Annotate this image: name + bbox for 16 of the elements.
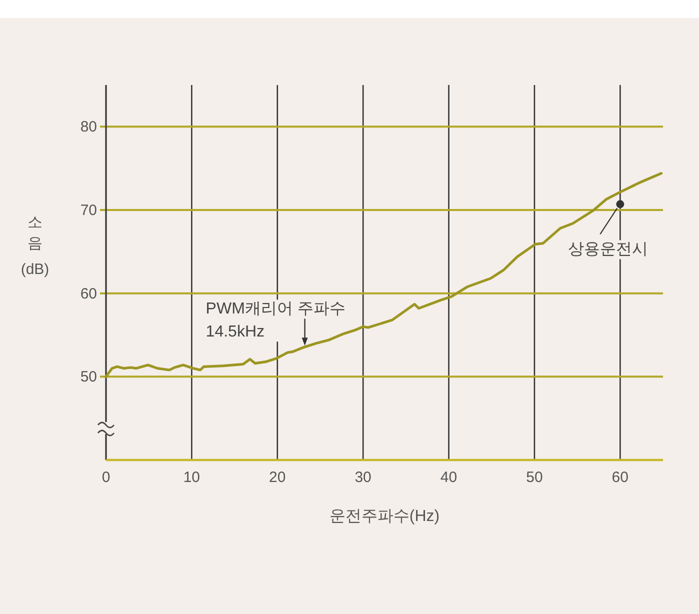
y-tick-label: 70	[80, 202, 97, 219]
y-tick-label: 80	[80, 118, 97, 136]
x-tick-label: 40	[440, 469, 458, 486]
x-tick-label: 60	[612, 469, 628, 486]
x-tick-label: 50	[526, 469, 543, 486]
x-tick-label: 10	[183, 469, 200, 486]
y-tick-label: 50	[80, 368, 97, 386]
annotation: PWM캐리어 주파수 14.5kHz	[206, 300, 346, 341]
y-axis-title: 소음 (dB)	[20, 214, 50, 278]
line-series	[104, 172, 663, 378]
x-tick-label: 0	[102, 469, 110, 486]
x-axis-title: 운전주파수(Hz)	[329, 508, 440, 525]
y-tick-label: 60	[80, 285, 97, 302]
x-tick-label: 20	[269, 469, 286, 486]
annotation: 상용운전시	[568, 241, 648, 258]
x-tick-label: 30	[354, 469, 372, 486]
